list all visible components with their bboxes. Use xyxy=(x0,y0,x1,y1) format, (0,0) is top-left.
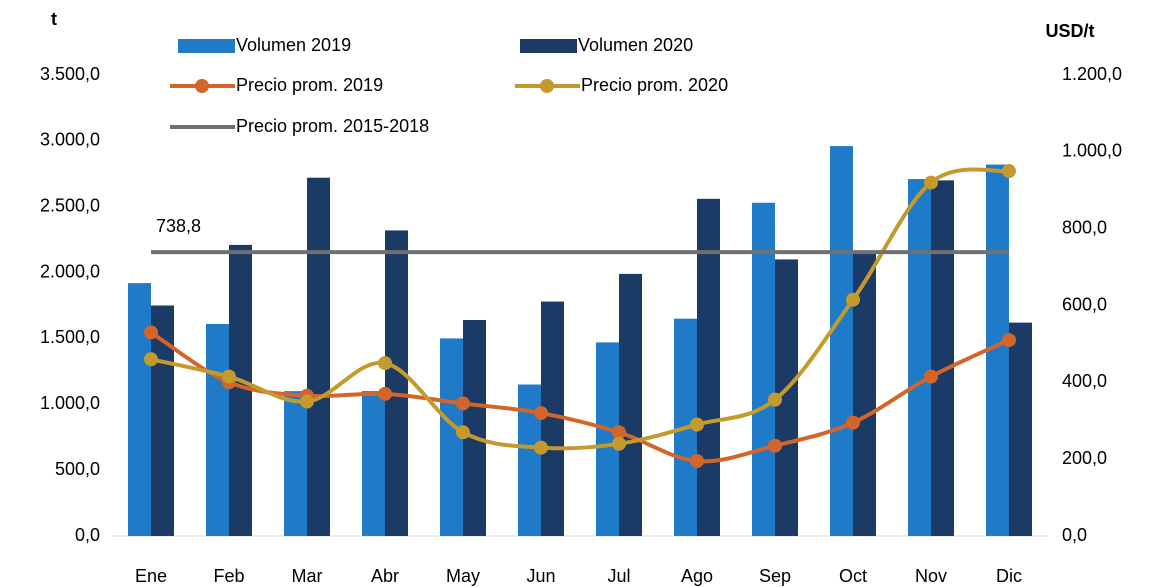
bar xyxy=(541,301,564,536)
marker xyxy=(534,406,548,421)
y2-tick-label: 400,0 xyxy=(1062,371,1107,391)
legend-marker xyxy=(195,79,209,93)
legend-swatch xyxy=(178,39,235,53)
bar xyxy=(307,177,330,537)
legend-label: Volumen 2020 xyxy=(578,35,693,55)
marker xyxy=(768,392,782,407)
legend-label: Precio prom. 2015-2018 xyxy=(236,116,429,136)
marker xyxy=(612,425,626,440)
x-tick-label: Abr xyxy=(371,566,399,586)
marker xyxy=(144,325,158,340)
y2-tick-label: 1.200,0 xyxy=(1062,64,1122,84)
y-tick-label: 500,0 xyxy=(55,459,100,479)
marker xyxy=(690,454,704,469)
y2-tick-label: 0,0 xyxy=(1062,525,1087,545)
y2-tick-label: 200,0 xyxy=(1062,448,1107,468)
marker xyxy=(924,175,938,190)
bar xyxy=(440,338,463,536)
line xyxy=(149,330,1010,464)
bar xyxy=(463,319,486,536)
marker xyxy=(456,425,470,440)
y-tick-label: 2.500,0 xyxy=(40,195,100,215)
x-tick-label: Oct xyxy=(839,566,867,586)
x-tick-label: Jun xyxy=(526,566,555,586)
bar xyxy=(206,323,229,536)
bar xyxy=(986,164,1009,536)
bar xyxy=(596,342,619,536)
bar xyxy=(284,391,307,536)
bar xyxy=(518,384,541,536)
marker xyxy=(690,417,704,432)
marker xyxy=(1002,164,1016,179)
y2-tick-label: 600,0 xyxy=(1062,294,1107,314)
marker xyxy=(846,292,860,307)
bar xyxy=(385,230,408,536)
y-axis-title: t xyxy=(51,9,57,29)
x-tick-label: Mar xyxy=(292,566,323,586)
y-tick-label: 1.500,0 xyxy=(40,327,100,347)
marker xyxy=(378,356,392,371)
y2-tick-label: 800,0 xyxy=(1062,217,1107,237)
marker xyxy=(846,415,860,430)
marker xyxy=(1002,333,1016,348)
y-tick-label: 2.000,0 xyxy=(40,261,100,281)
bar xyxy=(229,244,252,536)
y-tick-label: 0,0 xyxy=(75,525,100,545)
bar xyxy=(752,202,775,536)
bar xyxy=(1009,322,1032,536)
x-tick-label: Ago xyxy=(681,566,713,586)
bar xyxy=(931,180,954,536)
legend-marker xyxy=(540,79,554,93)
x-tick-label: Nov xyxy=(915,566,947,586)
marker xyxy=(378,386,392,401)
reference-label: 738,8 xyxy=(156,216,201,236)
y-tick-label: 1.000,0 xyxy=(40,393,100,413)
marker xyxy=(534,440,548,455)
marker xyxy=(612,436,626,451)
marker xyxy=(222,369,236,384)
bar xyxy=(853,252,876,537)
y-tick-label: 3.500,0 xyxy=(40,64,100,84)
legend-label: Precio prom. 2020 xyxy=(581,75,728,95)
x-tick-label: Ene xyxy=(135,566,167,586)
y2-tick-label: 1.000,0 xyxy=(1062,141,1122,161)
marker xyxy=(924,369,938,384)
legend-label: Precio prom. 2019 xyxy=(236,75,383,95)
bar xyxy=(830,146,853,536)
x-tick-label: Feb xyxy=(213,566,244,586)
marker xyxy=(144,352,158,367)
legend-swatch xyxy=(520,39,577,53)
bar xyxy=(128,283,151,536)
bar xyxy=(697,198,720,536)
bar xyxy=(619,273,642,536)
bar xyxy=(362,391,385,536)
x-tick-label: Jul xyxy=(607,566,630,586)
x-tick-label: May xyxy=(446,566,480,586)
y-tick-label: 3.000,0 xyxy=(40,130,100,150)
bar xyxy=(775,259,798,536)
marker xyxy=(768,438,782,453)
marker xyxy=(300,394,314,409)
x-tick-label: Sep xyxy=(759,566,791,586)
x-tick-label: Dic xyxy=(996,566,1022,586)
legend-label: Volumen 2019 xyxy=(236,35,351,55)
y2-axis-title: USD/t xyxy=(1046,21,1095,41)
marker xyxy=(456,396,470,411)
bar xyxy=(908,179,931,536)
